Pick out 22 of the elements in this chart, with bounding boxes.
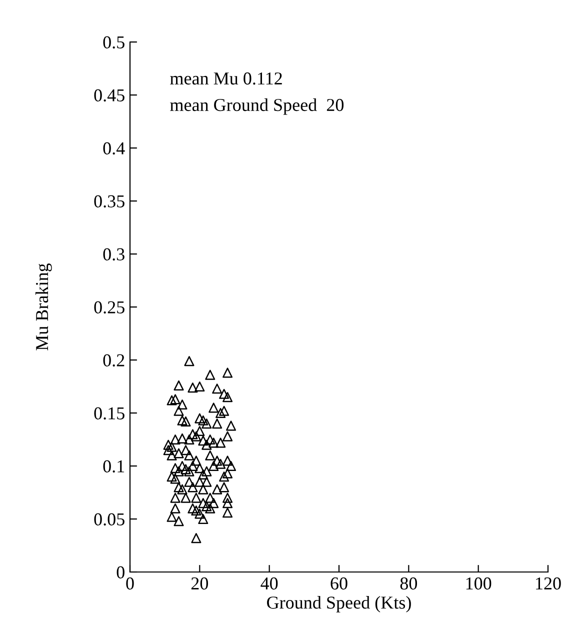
- x-axis-title: Ground Speed (Kts): [267, 596, 411, 612]
- y-tick-label: 0.3: [103, 248, 124, 261]
- y-tick-label: 0.4: [103, 142, 125, 155]
- x-tick-label: 120: [536, 577, 561, 590]
- y-tick-label: 0.2: [103, 354, 124, 367]
- y-tick-label: 0.05: [94, 513, 124, 526]
- x-tick-label: 80: [400, 577, 418, 590]
- y-tick-label: 0.15: [94, 407, 124, 420]
- y-tick-label: 0.5: [103, 36, 124, 49]
- x-tick-label: 20: [191, 577, 208, 590]
- x-tick-label: 0: [126, 577, 134, 590]
- y-tick-label: 0: [116, 566, 124, 578]
- y-tick-label: 0.35: [94, 195, 124, 208]
- annotation: mean Mu 0.112: [170, 72, 282, 85]
- x-tick-label: 40: [260, 577, 278, 590]
- x-tick-label: 100: [466, 577, 492, 590]
- y-axis-title: Mu Braking: [35, 263, 52, 350]
- y-tick-label: 0.45: [94, 89, 124, 102]
- annotation: mean Ground Speed 20: [170, 98, 344, 115]
- y-tick-label: 0.1: [103, 460, 124, 473]
- x-tick-label: 60: [330, 577, 348, 590]
- y-tick-label: 0.25: [94, 301, 124, 314]
